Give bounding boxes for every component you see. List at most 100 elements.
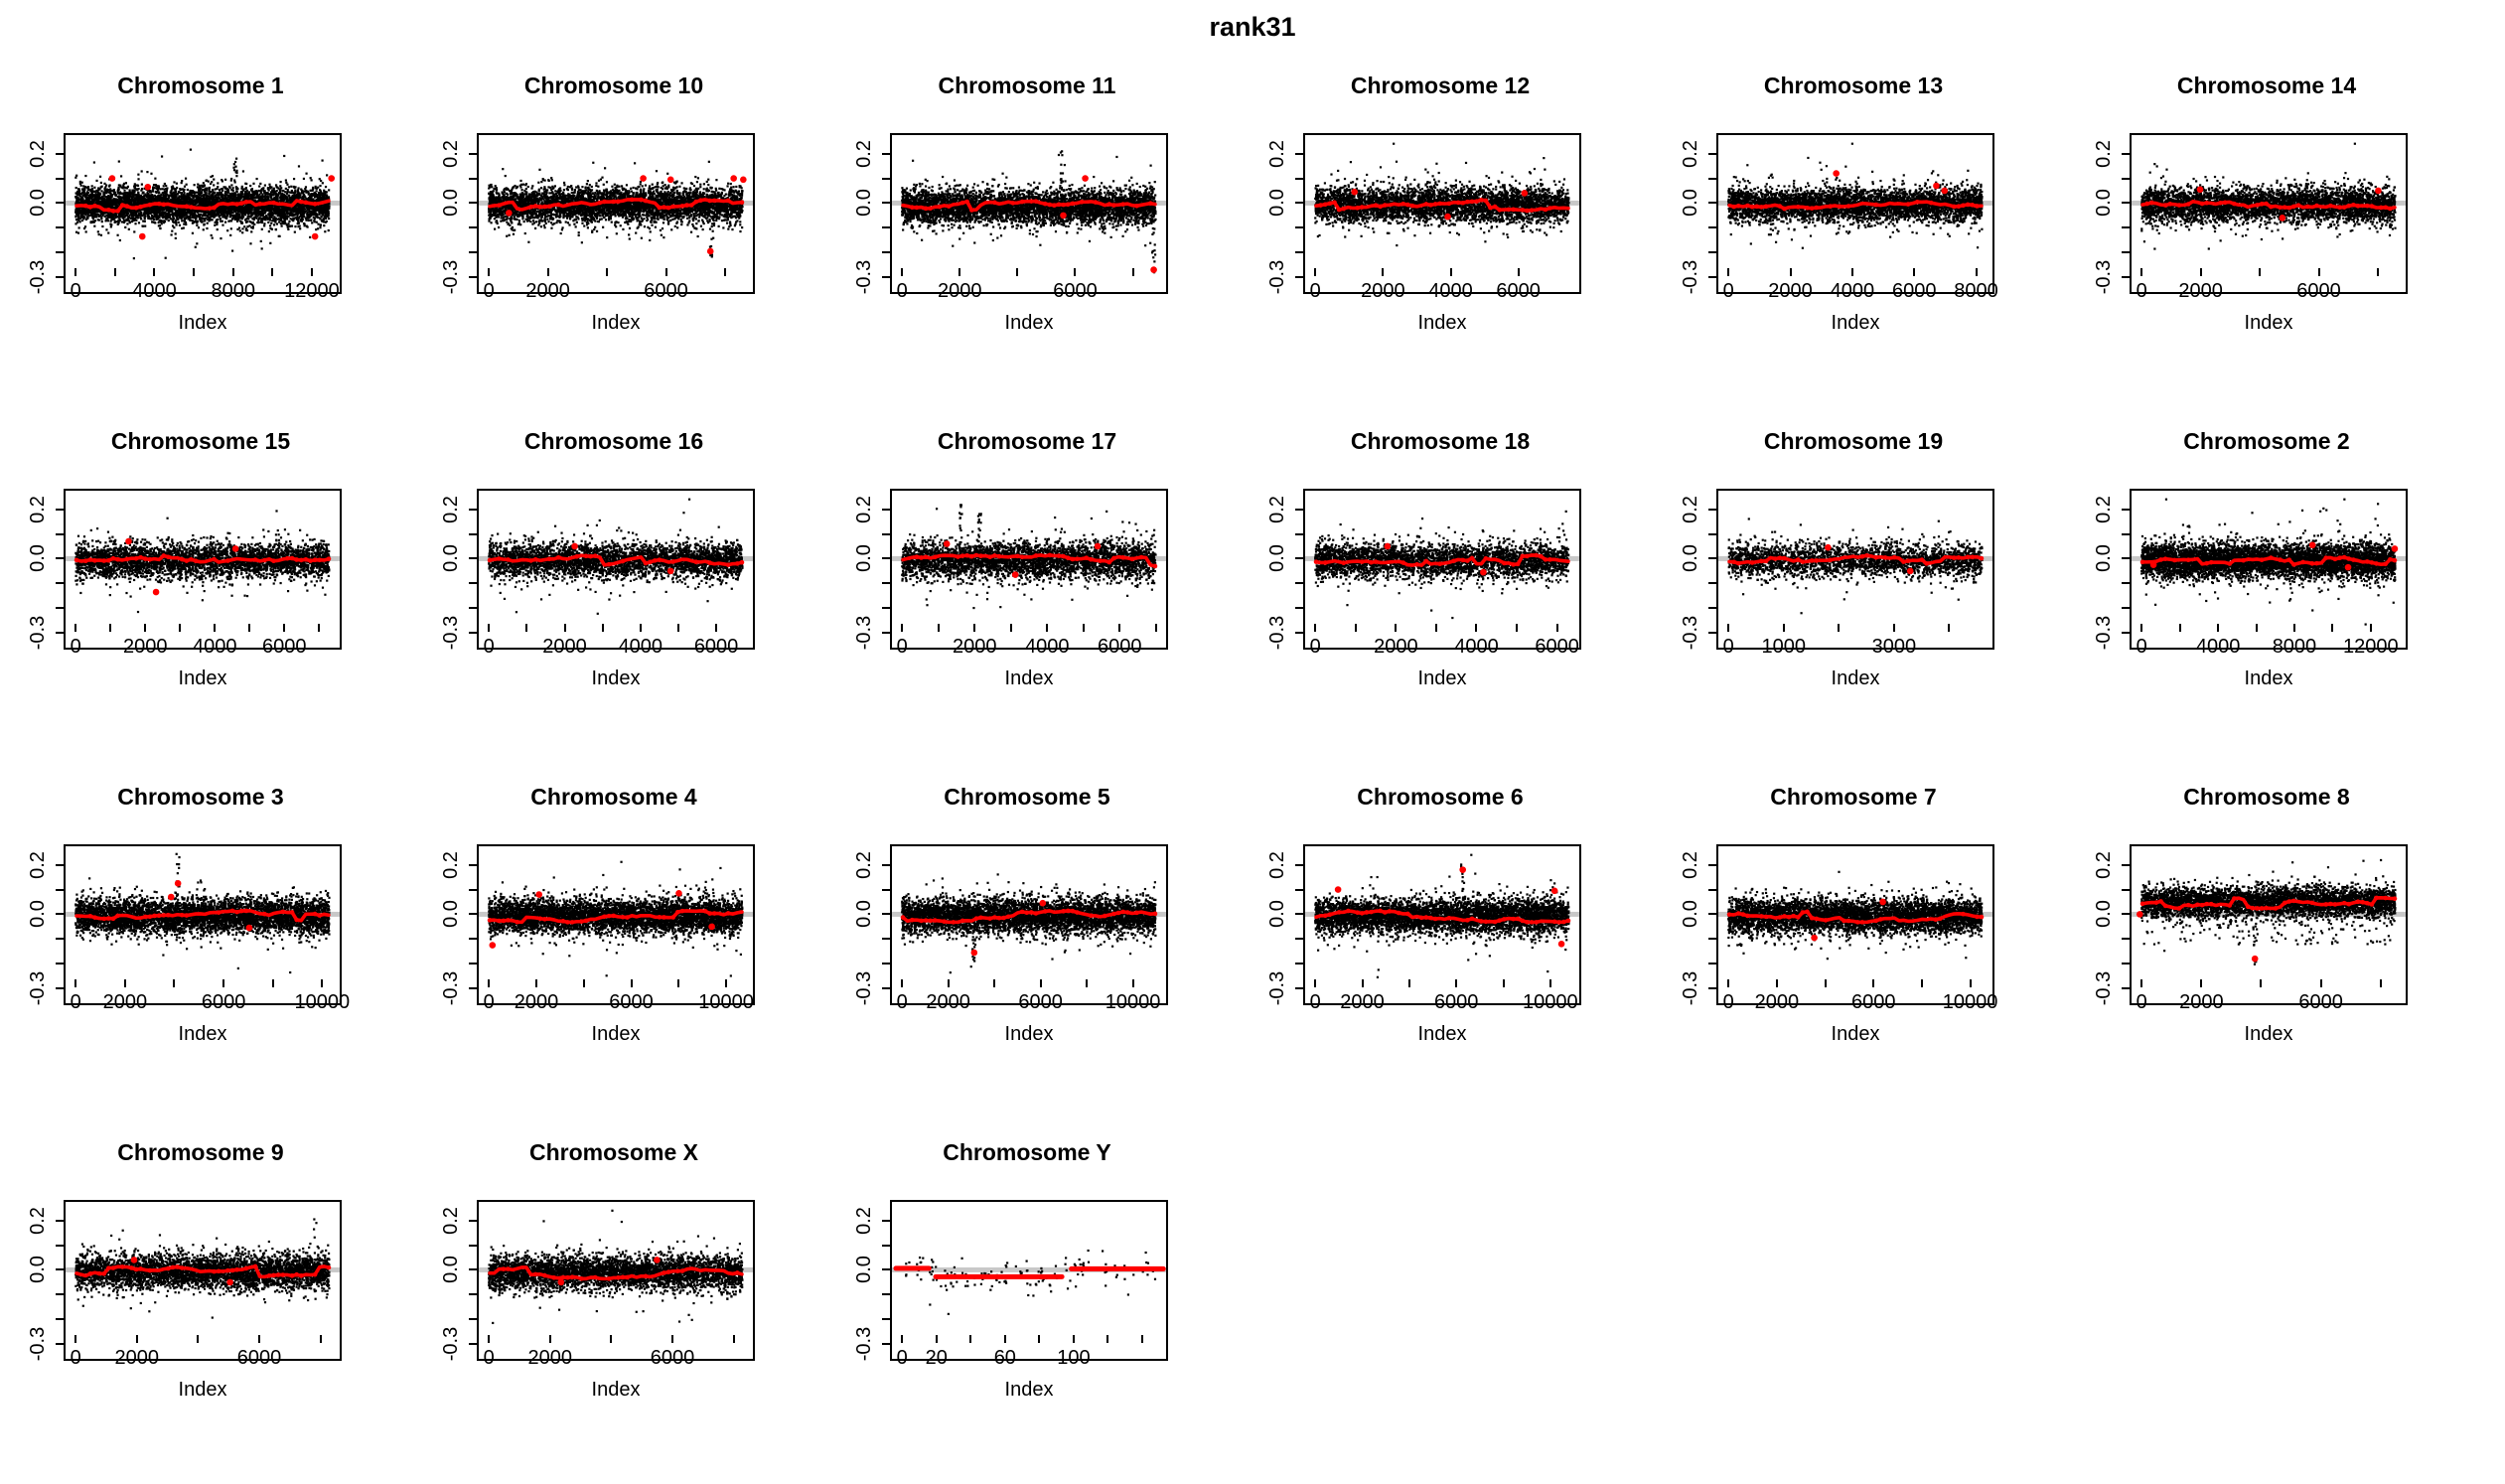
y-tick-label: -0.3 xyxy=(1266,259,1288,295)
y-tick xyxy=(469,1318,477,1321)
x-tick xyxy=(488,624,491,632)
x-tick xyxy=(113,268,116,276)
y-tick xyxy=(882,251,890,254)
plot-box xyxy=(890,489,1168,650)
y-tick xyxy=(1295,987,1303,990)
x-tick-label: 2000 xyxy=(122,636,168,658)
y-tick-label: 0.2 xyxy=(853,139,875,168)
chromosome-panel: Chromosome 9 0.2 0.0 -0.3 0 2000 6000 Index xyxy=(22,1113,435,1468)
x-tick xyxy=(1475,624,1478,632)
x-tick xyxy=(1131,979,1134,987)
y-tick xyxy=(1295,632,1303,635)
scatter-plot-canvas xyxy=(1718,846,1992,1003)
y-tick xyxy=(56,177,64,180)
scatter-plot-canvas xyxy=(1718,135,1992,292)
panel-title: Chromosome Y xyxy=(943,1139,1111,1165)
x-tick-label: 6000 xyxy=(1496,280,1541,302)
y-axis: 0.2 0.0 -0.3 xyxy=(848,1200,890,1361)
x-axis: 0 2000 6000 Index xyxy=(2130,266,2408,336)
chromosome-panel: Chromosome 16 0.2 0.0 -0.3 0 2000 4000 6000 In… xyxy=(435,401,848,757)
y-axis: 0.2 0.0 -0.3 xyxy=(1261,844,1303,1005)
y-tick xyxy=(469,582,477,585)
y-tick xyxy=(469,963,477,965)
y-tick xyxy=(2122,557,2130,560)
scatter-plot-canvas xyxy=(892,135,1166,292)
y-tick xyxy=(1708,532,1716,535)
x-tick-label: 10000 xyxy=(294,991,351,1013)
x-tick xyxy=(1892,624,1895,632)
y-tick-label: 0.2 xyxy=(1680,139,1701,168)
plot-area: 0.2 0.0 -0.3 xyxy=(435,844,848,1005)
x-tick xyxy=(1969,979,1972,987)
chromosome-panel: Chromosome 6 0.2 0.0 -0.3 0 2000 6000 10000 In… xyxy=(1261,757,1675,1113)
x-tick xyxy=(135,1335,138,1343)
x-tick-label: 0 xyxy=(896,991,908,1013)
x-axis-title: Index xyxy=(2244,1023,2293,1045)
x-tick xyxy=(993,979,996,987)
y-tick xyxy=(1295,863,1303,866)
y-tick xyxy=(1295,582,1303,585)
chromosome-panel: Chromosome 1 0.2 0.0 -0.3 0 4000 8000 12000 In… xyxy=(22,46,435,401)
y-tick xyxy=(56,632,64,635)
y-tick xyxy=(1295,532,1303,535)
plot-area: 0.2 0.0 -0.3 xyxy=(435,489,848,650)
plot-area: 0.2 0.0 -0.3 xyxy=(22,844,435,1005)
x-tick xyxy=(601,624,604,632)
y-tick xyxy=(1708,202,1716,205)
x-tick-label: 2000 xyxy=(938,280,982,302)
panel-title: Chromosome 19 xyxy=(1763,428,1944,454)
x-tick-label: 0 xyxy=(896,636,908,658)
scatter-plot-canvas xyxy=(1305,491,1579,648)
x-tick-label: 0 xyxy=(70,280,81,302)
y-tick-label: -0.3 xyxy=(853,970,875,1006)
y-tick xyxy=(882,1244,890,1247)
x-tick xyxy=(321,979,324,987)
y-tick-label: 0.0 xyxy=(27,544,49,573)
x-tick-label: 6000 xyxy=(1433,991,1479,1013)
scatter-plot-canvas xyxy=(479,491,753,648)
y-tick-label: 0.2 xyxy=(1680,495,1701,523)
y-tick-label: 0.0 xyxy=(440,189,462,218)
y-tick xyxy=(882,152,890,155)
y-tick-label: 0.2 xyxy=(440,139,462,168)
panel-title: Chromosome 13 xyxy=(1763,73,1944,98)
x-axis: 0 2000 6000 Index xyxy=(2130,977,2408,1047)
y-tick-label: 0.2 xyxy=(440,850,462,879)
y-tick xyxy=(469,532,477,535)
x-tick xyxy=(1039,979,1042,987)
x-tick xyxy=(1354,624,1357,632)
plot-box xyxy=(890,844,1168,1005)
y-tick xyxy=(1708,177,1716,180)
x-tick xyxy=(2379,979,2382,987)
x-tick-label: 2000 xyxy=(926,991,970,1013)
y-tick xyxy=(1708,863,1716,866)
y-tick xyxy=(1295,557,1303,560)
x-tick-label: 4000 xyxy=(193,636,237,658)
plot-box xyxy=(64,489,342,650)
x-tick xyxy=(1314,979,1317,987)
plot-area: 0.2 0.0 -0.3 xyxy=(2088,489,2501,650)
x-tick xyxy=(2140,979,2143,987)
y-tick-label: -0.3 xyxy=(440,615,462,651)
x-tick xyxy=(1516,624,1519,632)
y-tick xyxy=(882,508,890,511)
x-tick-label: 0 xyxy=(2136,280,2147,302)
x-tick xyxy=(2178,624,2181,632)
y-tick xyxy=(56,607,64,610)
x-tick xyxy=(582,979,585,987)
y-axis: 0.2 0.0 -0.3 xyxy=(2088,844,2130,1005)
scatter-plot-canvas xyxy=(2132,491,2406,648)
y-tick-label: 0.0 xyxy=(2093,544,2115,573)
x-tick xyxy=(1872,979,1875,987)
x-tick xyxy=(1727,979,1730,987)
page-title: rank31 xyxy=(1209,12,1296,42)
x-axis-title: Index xyxy=(591,1379,641,1401)
x-tick-label: 3000 xyxy=(1871,636,1917,658)
x-axis: 0 2000 6000 Index xyxy=(64,1333,342,1403)
y-tick xyxy=(56,152,64,155)
x-tick-label: 0 xyxy=(70,1347,81,1369)
x-tick-label: 4000 xyxy=(1025,636,1070,658)
x-tick-label: 6000 xyxy=(650,1347,695,1369)
panel-title: Chromosome 14 xyxy=(2176,73,2357,98)
x-tick-label: 6000 xyxy=(2298,991,2343,1013)
